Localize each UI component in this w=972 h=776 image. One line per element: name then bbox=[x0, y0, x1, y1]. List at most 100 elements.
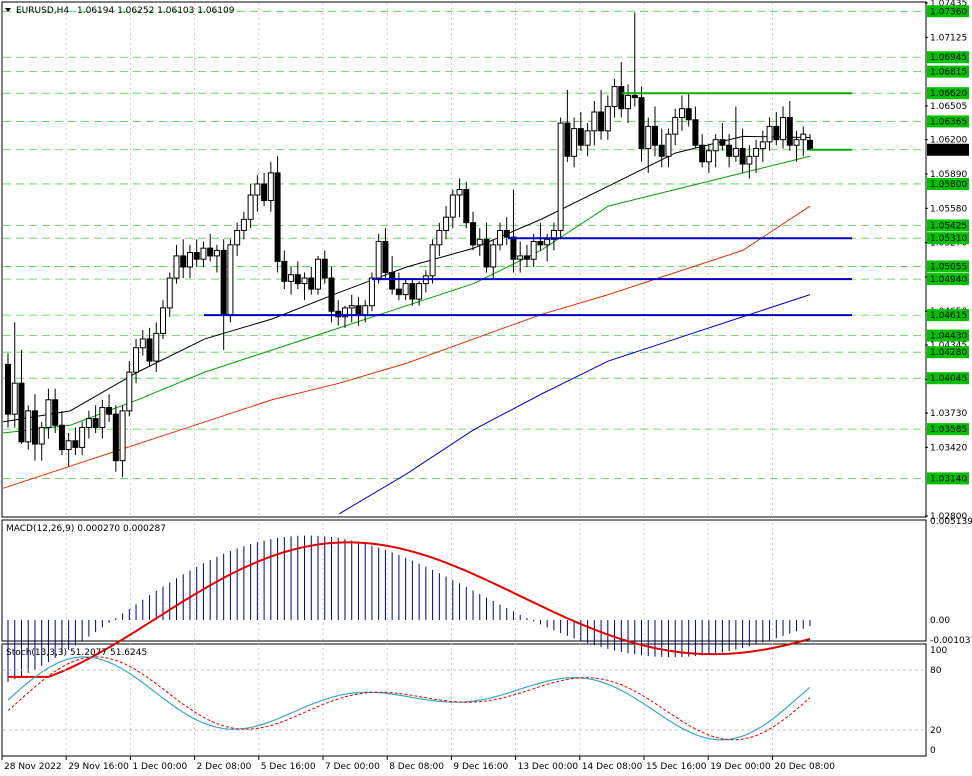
price-tag-label: 1.03585 bbox=[930, 425, 967, 435]
bear-candle bbox=[355, 305, 362, 316]
price-tick-label: 1.03420 bbox=[930, 443, 967, 453]
price-tick-label: 1.02800 bbox=[930, 512, 967, 522]
bull-candle bbox=[429, 244, 436, 277]
stochastic-indicator bbox=[3, 656, 925, 741]
bull-candle bbox=[38, 426, 45, 445]
bull-candle bbox=[247, 194, 254, 220]
bull-candle bbox=[341, 307, 348, 318]
bull-candle bbox=[672, 117, 679, 135]
time-tick-label: 9 Dec 16:00 bbox=[453, 762, 508, 772]
bear-candle bbox=[180, 255, 187, 268]
bull-candle bbox=[267, 172, 274, 202]
time-tick-label: 5 Dec 16:00 bbox=[261, 762, 316, 772]
bear-candle bbox=[773, 125, 780, 141]
bull-candle bbox=[166, 277, 173, 309]
bear-candle bbox=[5, 363, 11, 415]
price-tag bbox=[927, 423, 969, 436]
price-tick-label: 1.07125 bbox=[930, 33, 967, 43]
bear-candle bbox=[395, 288, 402, 296]
bull-candle bbox=[234, 229, 241, 246]
bull-candle bbox=[665, 133, 672, 157]
price-tag-label: 1.05800 bbox=[930, 180, 967, 190]
price-tag-label: 1.06109 bbox=[930, 146, 967, 156]
time-tick-label: 14 Dec 08:00 bbox=[582, 762, 643, 772]
price-tag-label: 1.04615 bbox=[930, 311, 967, 321]
bear-candle bbox=[564, 122, 571, 157]
moving-average-line bbox=[2, 205, 811, 489]
bear-candle bbox=[598, 111, 605, 132]
price-tick-label: 1.05580 bbox=[930, 204, 967, 214]
price-tick-label: 1.04345 bbox=[930, 341, 967, 351]
price-tick-label: 1.06505 bbox=[930, 102, 967, 112]
price-tag bbox=[927, 260, 969, 273]
stoch-panel-border bbox=[1, 643, 927, 757]
price-tag-label: 1.06620 bbox=[930, 89, 967, 99]
bear-candle bbox=[651, 125, 658, 146]
price-tag-label: 1.06815 bbox=[930, 68, 967, 78]
bull-candle bbox=[604, 105, 611, 132]
bull-candle bbox=[288, 274, 295, 282]
price-tag bbox=[927, 309, 969, 322]
bear-candle bbox=[692, 119, 699, 146]
price-tag-label: 1.05055 bbox=[930, 262, 967, 272]
bull-candle bbox=[584, 130, 591, 146]
price-tag bbox=[927, 472, 969, 485]
price-tag bbox=[927, 115, 969, 128]
macd-indicator bbox=[7, 535, 811, 682]
price-tag bbox=[927, 87, 969, 100]
bull-candle bbox=[173, 255, 180, 279]
bull-candle bbox=[227, 244, 234, 316]
stoch-tick-label: 20 bbox=[930, 726, 942, 736]
bear-candle bbox=[685, 108, 692, 121]
bull-candle bbox=[753, 148, 760, 157]
bear-candle bbox=[294, 274, 301, 285]
bull-candle bbox=[11, 382, 18, 415]
bull-candle bbox=[443, 216, 450, 231]
price-tick-label: 1.07435 bbox=[930, 0, 967, 9]
bear-candle bbox=[52, 399, 59, 426]
bull-candle bbox=[490, 244, 497, 268]
bear-candle bbox=[220, 249, 227, 316]
bull-candle bbox=[766, 125, 773, 143]
time-tick-label: 2 Dec 08:00 bbox=[197, 762, 252, 772]
bull-candle bbox=[25, 410, 32, 443]
bull-candle bbox=[517, 255, 524, 260]
price-tag-label: 1.07360 bbox=[930, 7, 967, 17]
bull-candle bbox=[153, 332, 160, 362]
bear-candle bbox=[58, 424, 65, 451]
price-axis: 1.07435 1.07125 1.06505 1.06200 1.05890 1.055… bbox=[925, 0, 972, 756]
bull-candle bbox=[732, 148, 739, 157]
price-tag bbox=[927, 143, 969, 156]
macd-label: MACD(12,26,9) 0.000270 0.000287 bbox=[6, 524, 166, 534]
bull-candle bbox=[759, 141, 766, 150]
bull-candle bbox=[557, 122, 564, 231]
bear-candle bbox=[207, 247, 214, 257]
stoch-label: Stoch(13,3,3) 51.2077 51.6245 bbox=[6, 648, 147, 658]
ohlc-readout: 1.06194 1.06252 1.06103 1.06109 bbox=[77, 6, 235, 16]
bull-candle bbox=[645, 125, 652, 150]
bear-candle bbox=[577, 128, 584, 146]
bull-candle bbox=[240, 218, 247, 231]
bull-candle bbox=[186, 252, 193, 268]
price-tag bbox=[927, 51, 969, 64]
bear-candle bbox=[18, 382, 25, 443]
dropdown-triangle-icon[interactable] bbox=[5, 8, 11, 12]
bear-candle bbox=[281, 260, 288, 282]
bull-candle bbox=[625, 94, 632, 110]
bull-candle bbox=[119, 410, 126, 462]
macd-tick-label: 0.005139 bbox=[930, 517, 972, 527]
bear-candle bbox=[146, 338, 153, 362]
price-tag-label: 1.04045 bbox=[930, 374, 967, 384]
bull-candle bbox=[712, 139, 719, 152]
bull-candle bbox=[544, 238, 551, 246]
bear-candle bbox=[112, 413, 119, 462]
price-tag-label: 1.06945 bbox=[930, 53, 967, 63]
time-axis: 28 Nov 2022 29 Nov 16:00 1 Dec 00:00 2 Dec … bbox=[1, 756, 835, 772]
bull-candle bbox=[99, 407, 106, 428]
price-tag bbox=[927, 65, 969, 78]
bear-candle bbox=[483, 238, 490, 268]
price-tag-label: 1.05310 bbox=[930, 234, 967, 244]
price-tag bbox=[927, 329, 969, 342]
price-tag-label: 1.06365 bbox=[930, 117, 967, 127]
